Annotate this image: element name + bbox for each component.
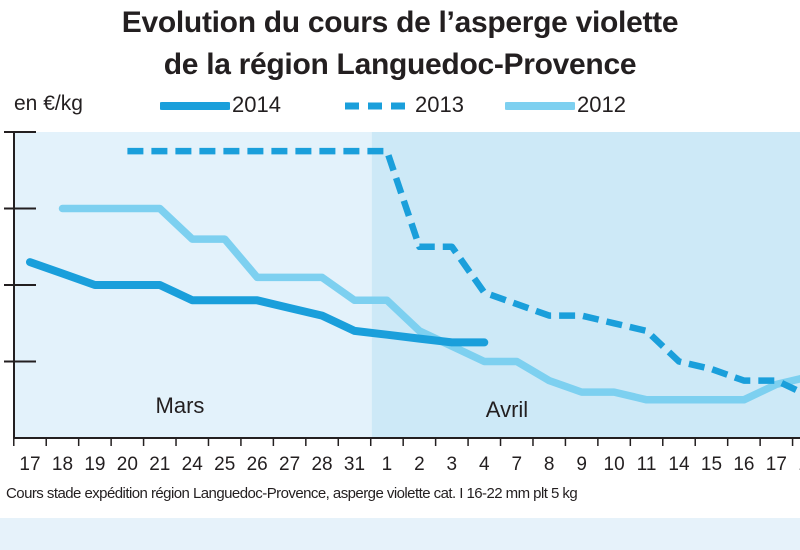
x-tick-label: 2	[414, 454, 425, 475]
x-tick-label: 20	[117, 454, 138, 475]
plot-band-mars	[14, 132, 372, 438]
x-tick-label: 9	[576, 454, 587, 475]
x-tick-label: 15	[701, 454, 722, 475]
legend: 2014 2013 2012	[0, 88, 800, 122]
period-label-avril: Avril	[486, 397, 528, 422]
bottom-band	[0, 518, 800, 550]
period-label-mars: Mars	[156, 393, 205, 418]
series-line-2013	[127, 147, 800, 396]
line-chart: 17 18 19 20 21 24 25 26 27 28 31 1 2 3 4 7 8 9 10 11 14 15 16 1…	[4, 131, 800, 475]
x-tick-label: 31	[344, 454, 365, 475]
legend-label-2014: 2014	[232, 92, 281, 117]
x-tick-label: 8	[544, 454, 555, 475]
plot-band-avril	[371, 132, 800, 438]
x-tick-label: 26	[247, 454, 268, 475]
x-tick-label: 28	[311, 454, 332, 475]
y-unit-label: en €/kg	[14, 92, 83, 115]
x-tick-label: 17	[766, 454, 787, 475]
x-tick-label: 18	[798, 454, 800, 475]
x-tick-label: 7	[511, 454, 522, 475]
x-tick-label: 21	[149, 454, 170, 475]
x-tick-label: 11	[637, 454, 657, 475]
x-tick-label: 19	[84, 454, 105, 475]
chart-title: Evolution du cours de l’asperge violette…	[0, 2, 800, 86]
x-tick-label: 18	[52, 454, 73, 475]
x-tick-label: 25	[214, 454, 235, 475]
legend-label-2013: 2013	[415, 92, 464, 117]
x-tick-label: 4	[479, 454, 490, 475]
legend-label-2012: 2012	[577, 92, 626, 117]
x-tick-label: 10	[604, 454, 625, 475]
x-tick-label: 24	[182, 454, 204, 475]
x-tick-label: 3	[447, 454, 458, 475]
x-tick-label: 1	[382, 454, 393, 475]
legend-swatch-2014	[160, 102, 230, 110]
x-tick-label: 17	[19, 454, 40, 475]
chart-footnote: Cours stade expédition région Languedoc-…	[6, 485, 578, 502]
legend-swatch-2012	[505, 102, 575, 110]
title-line-2: de la région Languedoc-Provence	[163, 48, 637, 81]
legend-swatch-2013	[345, 102, 411, 110]
x-tick-label: 14	[668, 454, 690, 475]
series-line-2014	[26, 258, 489, 347]
x-tick-label: 16	[733, 454, 754, 475]
title-line-1: Evolution du cours de l’asperge violette	[121, 6, 679, 39]
x-tick-label: 27	[279, 454, 300, 475]
